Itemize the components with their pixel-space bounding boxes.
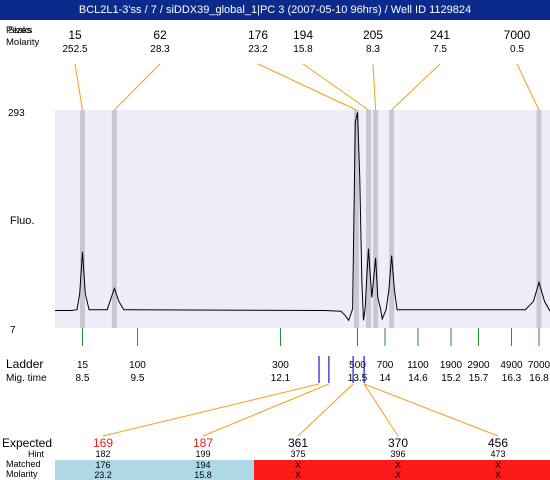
peak-size-label: 176 xyxy=(248,28,268,42)
ladder-size-label: 100 xyxy=(129,360,146,371)
peak-size-label: 194 xyxy=(293,28,313,42)
expected-connector xyxy=(102,383,320,437)
ladder-time-label: 15.2 xyxy=(441,373,461,384)
peak-band xyxy=(353,110,359,328)
electropherogram: Peaks Sizes Molarity Fluo. Ladder Mig. t… xyxy=(2,25,550,480)
peak-molarity-label: 252.5 xyxy=(62,44,87,55)
peak-band xyxy=(111,110,117,328)
expected-size: 187 xyxy=(193,436,213,450)
hint-value: 375 xyxy=(290,449,305,459)
peak-band xyxy=(389,110,395,328)
ladder-size-label: 7000 xyxy=(528,360,550,371)
expected-size: 361 xyxy=(288,436,308,450)
matched-molarity-value: X xyxy=(295,470,301,480)
ladder-time-label: 14 xyxy=(379,373,391,384)
fluo-axis-label: Fluo. xyxy=(10,215,34,227)
matched-molarity-row-label: Molarity xyxy=(6,469,38,479)
peak-molarity-label: 28.3 xyxy=(150,44,170,55)
peak-molarity-label: 8.3 xyxy=(366,44,380,55)
peak-connector xyxy=(372,63,377,111)
chart-title: BCL2L1-3'ss / 7 / siDDX39_global_1|PC 3 … xyxy=(0,0,550,20)
matched-molarity-value: X xyxy=(395,470,401,480)
peak-band xyxy=(373,110,379,328)
ladder-size-label: 2900 xyxy=(467,360,490,371)
peak-molarity-label: 15.8 xyxy=(293,44,313,55)
fluorescence-trace xyxy=(55,112,550,322)
hint-value: 396 xyxy=(390,449,405,459)
hint-value: 182 xyxy=(95,449,110,459)
peak-size-label: 241 xyxy=(430,28,450,42)
matched-value: X xyxy=(495,460,501,470)
matched-row-label: Matched xyxy=(6,459,41,469)
peak-molarity-label: 0.5 xyxy=(510,44,524,55)
peak-band xyxy=(80,110,85,328)
peak-size-label: 15 xyxy=(68,28,82,42)
ladder-size-label: 700 xyxy=(377,360,394,371)
matched-ok-band xyxy=(55,460,254,480)
matched-molarity-value: X xyxy=(495,470,501,480)
peak-size-label: 62 xyxy=(153,28,167,42)
ladder-time-label: 13.5 xyxy=(348,373,368,384)
peak-size-label: 205 xyxy=(363,28,383,42)
y-min-label: 7 xyxy=(10,325,16,336)
matched-molarity-value: 15.8 xyxy=(194,470,212,480)
ladder-time-label: 8.5 xyxy=(76,373,90,384)
peak-connector xyxy=(114,63,161,111)
ladder-size-label: 4900 xyxy=(500,360,523,371)
mig-time-row-label: Mig. time xyxy=(6,373,47,384)
matched-value: X xyxy=(295,460,301,470)
peak-connector xyxy=(391,63,441,111)
expected-connector xyxy=(202,383,330,437)
expected-connector xyxy=(297,383,354,437)
peak-size-label: 7000 xyxy=(504,28,531,42)
ladder-time-label: 12.1 xyxy=(271,373,291,384)
expected-connector xyxy=(363,383,399,437)
expected-size: 169 xyxy=(93,436,113,450)
peak-connector xyxy=(74,63,83,111)
hint-row-label: Hint xyxy=(28,449,45,459)
peaks-row-label-a: Peaks xyxy=(6,25,33,36)
matched-molarity-value: 23.2 xyxy=(94,470,112,480)
expected-size: 456 xyxy=(488,436,508,450)
peaks-row-label-b: Sizes xyxy=(8,25,31,36)
ladder-time-label: 15.7 xyxy=(469,373,489,384)
molarity-row-label: Molarity xyxy=(6,37,40,48)
ladder-size-label: 15 xyxy=(77,360,89,371)
ladder-time-label: 14.6 xyxy=(408,373,428,384)
ladder-time-label: 16.3 xyxy=(502,373,522,384)
ladder-size-label: 1900 xyxy=(440,360,463,371)
peak-molarity-label: 7.5 xyxy=(433,44,447,55)
matched-fail-band xyxy=(254,460,550,480)
matched-value: X xyxy=(395,460,401,470)
ladder-time-label: 9.5 xyxy=(131,373,145,384)
ladder-size-label: 1100 xyxy=(407,360,429,371)
peak-molarity-label: 23.2 xyxy=(248,44,268,55)
ladder-size-label: 300 xyxy=(272,360,289,371)
expected-connector xyxy=(363,383,499,437)
ladder-size-label: 500 xyxy=(349,360,366,371)
peak-connector xyxy=(516,63,540,111)
peak-band xyxy=(366,110,371,328)
expected-size: 370 xyxy=(388,436,408,450)
plot-area xyxy=(55,110,550,328)
matched-value: 194 xyxy=(195,460,210,470)
matched-value: 176 xyxy=(95,460,110,470)
ladder-row-label: Ladder xyxy=(6,357,43,371)
ladder-time-label: 16.8 xyxy=(529,373,549,384)
hint-value: 473 xyxy=(490,449,505,459)
expected-row-label: Expected xyxy=(2,436,52,450)
hint-value: 199 xyxy=(195,449,210,459)
y-max-label: 293 xyxy=(8,108,25,119)
peak-band xyxy=(536,110,542,328)
peak-connector xyxy=(257,63,357,111)
peak-connector xyxy=(302,63,369,111)
